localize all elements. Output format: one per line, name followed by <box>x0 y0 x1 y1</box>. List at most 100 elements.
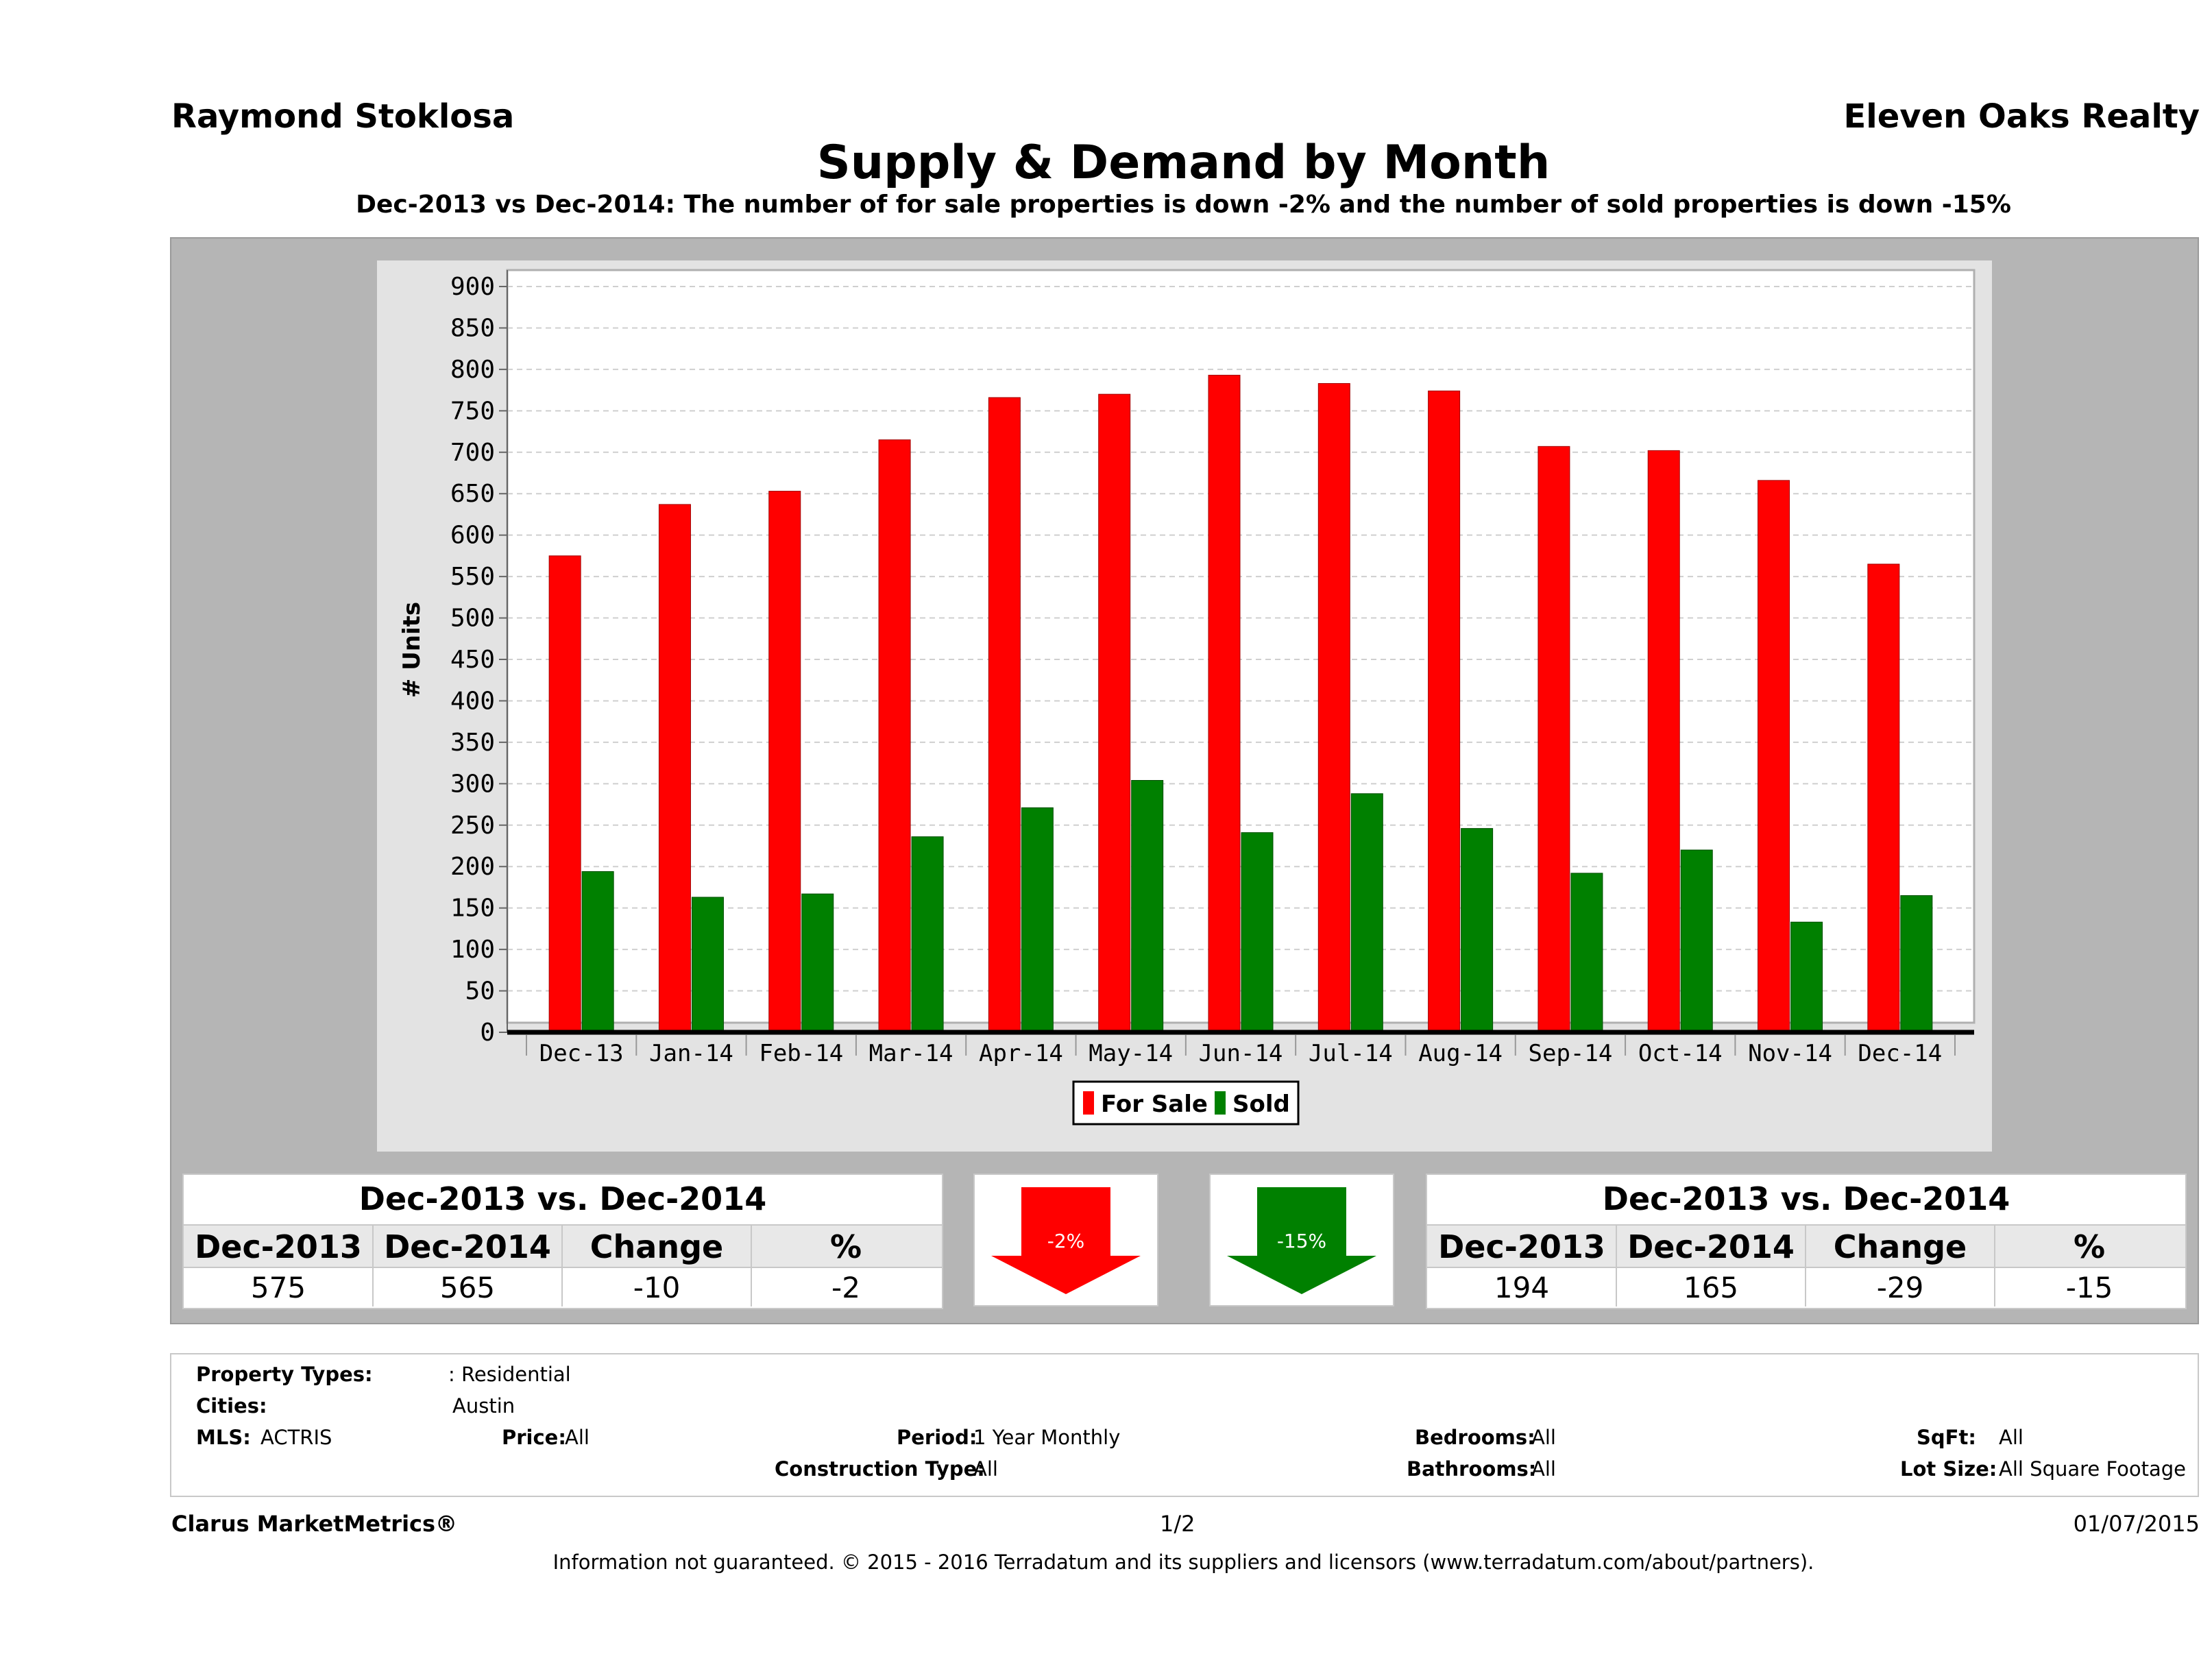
bar-sold-nov-14 <box>1790 921 1823 1033</box>
down-arrow-icon <box>991 1187 1141 1294</box>
grid-lines <box>507 286 1974 992</box>
y-tick-label: 900 <box>450 273 495 301</box>
y-tick-label: 400 <box>450 687 495 715</box>
y-tick-label: 0 <box>480 1019 495 1047</box>
y-tick-label: 250 <box>450 812 495 840</box>
page-title: Supply & Demand by Month <box>816 136 1551 190</box>
y-tick-label: 650 <box>450 480 495 508</box>
bar-for-sale-aug-14 <box>1428 390 1461 1033</box>
bar-sold-dec-13 <box>581 871 614 1033</box>
cities-label: Cities: <box>196 1394 267 1418</box>
bathrooms-label: Bathrooms: <box>1407 1457 1537 1481</box>
y-tick-label: 800 <box>450 356 495 384</box>
search-criteria-panel <box>170 1353 2199 1497</box>
report-date: 01/07/2015 <box>2073 1511 2200 1537</box>
bar-for-sale-sep-14 <box>1538 446 1570 1033</box>
x-axis: Dec-13 Jan-14 Feb-14 Mar-14 Apr-14 May-14 Jun-… <box>507 1030 1974 1067</box>
page-number: 1/2 <box>1160 1511 1195 1537</box>
x-tick-label: Mar-14 <box>869 1040 953 1067</box>
sold-arrow-label: -15% <box>1276 1230 1327 1252</box>
price-label: Price: <box>502 1426 566 1449</box>
legend-label-sold: Sold <box>1232 1091 1290 1118</box>
bar-sold-jan-14 <box>691 897 724 1033</box>
y-axis-label: # Units <box>398 602 426 698</box>
agent-name: Raymond Stoklosa <box>171 97 515 136</box>
sold-change-box: -15% <box>1209 1174 1394 1306</box>
bar-sold-aug-14 <box>1461 828 1494 1033</box>
for-sale-col-dec2014: Dec-2014 <box>384 1228 551 1265</box>
sold-col-percent: % <box>2073 1228 2106 1265</box>
lot-size-label: Lot Size: <box>1900 1457 1997 1481</box>
for-sale-val-percent: -2 <box>831 1271 860 1304</box>
page-subtitle: Dec-2013 vs Dec-2014: The number of for … <box>356 191 2011 219</box>
sold-val-dec2014: 165 <box>1683 1271 1739 1304</box>
bathrooms-value: All <box>1531 1457 1556 1481</box>
sold-summary-table: Dec-2013 vs. Dec-2014 Dec-2013 Dec-2014 … <box>1426 1174 2187 1309</box>
sqft-value: All <box>1999 1426 2023 1449</box>
period-label: Period: <box>897 1426 977 1449</box>
bar-for-sale-mar-14 <box>878 439 911 1033</box>
y-tick-label: 350 <box>450 729 495 757</box>
x-tick-label: Dec-13 <box>539 1040 624 1067</box>
bar-sold-sep-14 <box>1570 873 1603 1033</box>
cities-value: Austin <box>452 1394 515 1418</box>
x-tick-label: Jul-14 <box>1309 1040 1393 1067</box>
y-tick-label: 550 <box>450 563 495 591</box>
y-tick-label: 600 <box>450 522 495 550</box>
y-tick-label: 150 <box>450 895 495 923</box>
bar-sold-may-14 <box>1131 779 1164 1033</box>
bar-for-sale-dec-13 <box>548 555 581 1033</box>
property-types-label: Property Types: <box>196 1363 373 1386</box>
construction-type-label: Construction Type: <box>775 1457 985 1481</box>
mls-value: ACTRIS <box>260 1426 332 1449</box>
for-sale-col-percent: % <box>829 1228 862 1265</box>
x-tick-label: Sep-14 <box>1529 1040 1613 1067</box>
lot-size-value: All Square Footage <box>1999 1457 2187 1481</box>
bar-sold-feb-14 <box>801 893 834 1033</box>
bar-for-sale-dec-14 <box>1867 563 1900 1033</box>
bedrooms-value: All <box>1531 1426 1556 1449</box>
disclaimer: Information not guaranteed. © 2015 - 201… <box>552 1551 1814 1574</box>
property-types-value: : Residential <box>448 1363 571 1386</box>
bar-for-sale-feb-14 <box>768 491 801 1033</box>
for-sale-val-dec2014: 565 <box>439 1271 496 1304</box>
bedrooms-label: Bedrooms: <box>1415 1426 1535 1449</box>
construction-type-value: All <box>973 1457 998 1481</box>
y-tick-label: 750 <box>450 397 495 425</box>
x-tick-label: Jan-14 <box>649 1040 733 1067</box>
x-tick-label: Aug-14 <box>1418 1040 1503 1067</box>
y-tick-label: 200 <box>450 853 495 881</box>
bar-sold-oct-14 <box>1680 849 1713 1033</box>
for-sale-summary-table: Dec-2013 vs. Dec-2014 Dec-2013 Dec-2014 … <box>182 1174 943 1309</box>
mls-label: MLS: <box>196 1426 251 1449</box>
bar-sold-mar-14 <box>911 836 944 1033</box>
bar-for-sale-may-14 <box>1098 393 1131 1033</box>
for-sale-val-dec2013: 575 <box>250 1271 306 1304</box>
period-value: 1 Year Monthly <box>973 1426 1121 1449</box>
supply-demand-chart: 0 50 100 150 200 250 300 350 400 450 500 550 600 650 7… <box>398 269 1976 1126</box>
for-sale-change-box: -2% <box>973 1174 1158 1306</box>
bar-sold-dec-14 <box>1900 895 1933 1033</box>
legend-label-for-sale: For Sale <box>1101 1091 1208 1118</box>
for-sale-val-change: -10 <box>633 1271 681 1304</box>
bar-for-sale-jun-14 <box>1208 374 1241 1033</box>
bar-for-sale-jul-14 <box>1317 382 1350 1033</box>
for-sale-table-heading: Dec-2013 vs. Dec-2014 <box>358 1180 767 1217</box>
price-value: All <box>565 1426 590 1449</box>
bar-for-sale-apr-14 <box>988 397 1021 1033</box>
bar-for-sale-oct-14 <box>1647 450 1680 1033</box>
sold-col-change: Change <box>1833 1228 1967 1265</box>
y-tick-label: 700 <box>450 439 495 467</box>
y-axis: 0 50 100 150 200 250 300 350 400 450 500 550 600 650 7… <box>450 270 508 1047</box>
x-tick-label: Nov-14 <box>1748 1040 1832 1067</box>
y-tick-label: 50 <box>465 977 495 1006</box>
x-tick-label: Apr-14 <box>979 1040 1063 1067</box>
y-tick-label: 100 <box>450 936 495 964</box>
bar-for-sale-nov-14 <box>1758 480 1790 1033</box>
x-tick-label: Jun-14 <box>1199 1040 1283 1067</box>
x-tick-label: Dec-14 <box>1858 1040 1942 1067</box>
bar-sold-apr-14 <box>1021 807 1054 1033</box>
sold-table-heading: Dec-2013 vs. Dec-2014 <box>1602 1180 2010 1217</box>
brand-name: Clarus MarketMetrics® <box>171 1511 458 1537</box>
bar-sold-jun-14 <box>1241 832 1274 1033</box>
